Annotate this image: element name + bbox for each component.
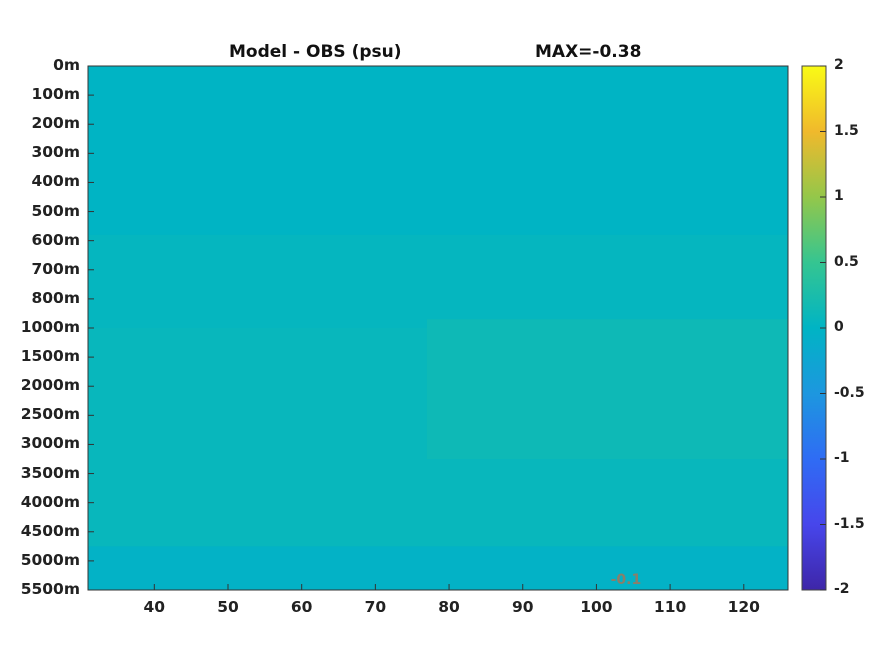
colorbar-tick-label: 2 xyxy=(834,57,844,73)
colorbar-tick-label: -0.5 xyxy=(834,384,865,401)
y-tick-label: 3000m xyxy=(20,434,80,453)
x-tick-label: 100 xyxy=(580,598,613,616)
x-tick-label: 70 xyxy=(364,598,387,616)
y-tick-label: 4500m xyxy=(20,521,80,540)
y-tick-label: 700m xyxy=(31,259,80,278)
y-tick-label: 300m xyxy=(31,143,80,162)
y-tick-label: 400m xyxy=(31,172,80,191)
y-tick-label: 800m xyxy=(31,288,80,307)
y-tick-label: 3500m xyxy=(20,463,80,482)
y-tick-label: 5000m xyxy=(20,550,80,569)
y-tick-label: 1000m xyxy=(20,318,80,336)
x-tick-label: 60 xyxy=(290,598,313,616)
chart-title: Model - OBS (psu) xyxy=(229,42,402,62)
colorbar-tick-label: -2 xyxy=(834,581,850,597)
colorbar-tick-label: -1 xyxy=(834,450,850,466)
y-tick-label: 200m xyxy=(31,114,80,133)
x-tick-label: 40 xyxy=(143,598,166,616)
axes-layer xyxy=(87,65,789,591)
contour-label: -0.1 xyxy=(611,572,642,588)
x-tick-label: 90 xyxy=(511,598,534,616)
colorbar-tick-label: -1.5 xyxy=(834,515,865,532)
max-label: MAX=-0.38 xyxy=(535,42,642,62)
y-tick-label: 4000m xyxy=(20,492,80,511)
x-tick-label: 110 xyxy=(653,598,687,616)
colorbar-tick-label: 1.5 xyxy=(834,122,859,139)
x-tick-label: 50 xyxy=(217,598,239,616)
y-tick-label: 600m xyxy=(31,230,80,249)
colorbar-tick-label: 0 xyxy=(834,319,844,335)
y-tick-label: 100m xyxy=(31,85,80,104)
y-tick-label: 2500m xyxy=(20,405,80,424)
y-tick-label: 2000m xyxy=(20,376,80,395)
y-tick-label: 5500m xyxy=(20,580,80,598)
colorbar-tick-label: 0.5 xyxy=(834,253,859,270)
heatmap-region xyxy=(88,66,788,235)
x-tick-label: 80 xyxy=(438,598,460,616)
colorbar-tick-label: 1 xyxy=(834,188,844,204)
y-tick-label: 0m xyxy=(53,56,80,74)
heatmap-layer: -0.1 xyxy=(88,66,788,590)
x-tick-label: 120 xyxy=(727,598,760,616)
y-tick-label: 500m xyxy=(31,201,80,220)
heatmap-region xyxy=(88,546,788,590)
y-tick-label: 1500m xyxy=(20,347,80,366)
colorbar-ticks xyxy=(820,65,826,591)
heatmap-region xyxy=(426,319,788,459)
